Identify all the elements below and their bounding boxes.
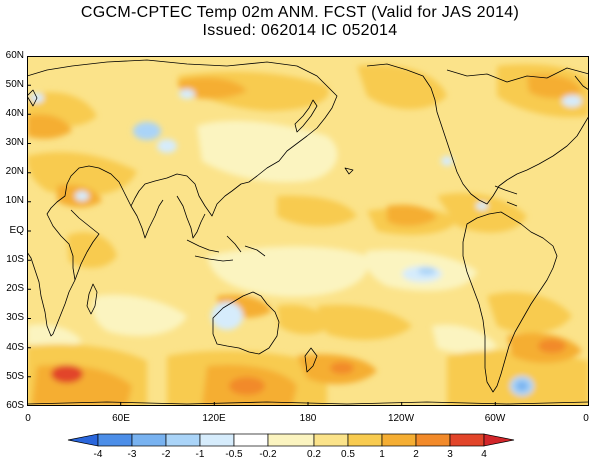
coastline-australia (212, 291, 280, 355)
colorbar (67, 433, 515, 447)
coastline-uk (27, 89, 38, 107)
lon-label-120w: 120W (387, 413, 415, 424)
anomaly-map (27, 56, 589, 406)
lon-label-60w: 60W (484, 413, 506, 424)
colorbar-swatch-2 (97, 433, 133, 447)
coastline-eurasia-africa (27, 59, 338, 337)
lat-label-60s: 60S (6, 400, 24, 411)
colorbar-label: 0.5 (341, 449, 355, 460)
lat-label-40n: 40N (5, 108, 24, 119)
colorbar-label: 3 (447, 449, 453, 460)
colorbar-swatch-3 (131, 433, 167, 447)
colorbar-swatch-8 (313, 433, 349, 447)
colorbar-label: 1 (379, 449, 385, 460)
coastline-north-america-north (446, 67, 589, 83)
lat-label-20s: 20S (6, 283, 24, 294)
lat-label-30s: 30S (6, 312, 24, 323)
coastline-japan (294, 99, 318, 133)
coastline-indochina (176, 195, 206, 239)
colorbar-label: 4 (481, 449, 487, 460)
colorbar-label: 0.2 (307, 449, 321, 460)
lon-label-180: 180 (299, 413, 317, 424)
coastline-india (130, 199, 164, 239)
colorbar-label: -0.2 (259, 449, 277, 460)
coastline-caribbean (494, 185, 518, 207)
colorbar-label: -1 (195, 449, 205, 460)
lon-label-120e: 120E (202, 413, 226, 424)
coastline-indonesia (186, 235, 266, 262)
lat-label-20n: 20N (5, 166, 24, 177)
lat-label-40s: 40S (6, 342, 24, 353)
colorbar-swatch-4 (165, 433, 201, 447)
colorbar-label: -2 (161, 449, 171, 460)
colorbar-label: -4 (93, 449, 103, 460)
coastline-hawaii (344, 167, 354, 175)
tick-marks (27, 84, 496, 406)
title-line-1: CGCM-CPTEC Temp 02m ANM. FCST (Valid for… (80, 4, 520, 21)
colorbar-swatch-11 (415, 433, 451, 447)
lon-label-60e: 60E (112, 413, 130, 424)
coastlines (27, 59, 589, 405)
coastline-madagascar (86, 283, 98, 315)
lat-label-50n: 50N (5, 79, 24, 90)
colorbar-swatch-1 (67, 433, 99, 447)
colorbar-swatch-12 (449, 433, 485, 447)
lat-label-50s: 50S (6, 371, 24, 382)
colorbar-swatch-5 (199, 433, 235, 447)
colorbar-swatch-13 (483, 433, 515, 447)
lat-label-60n: 60N (5, 50, 24, 61)
title-line-2: Issued: 062014 IC 052014 (202, 22, 398, 39)
coastline-africa-east (27, 209, 100, 281)
coastline-new-zealand (304, 347, 318, 373)
colorbar-swatch-6 (233, 433, 269, 447)
lon-label-0-end: 0 (583, 413, 589, 424)
lat-label-eq: EQ (9, 225, 24, 236)
colorbar-swatch-9 (347, 433, 383, 447)
colorbar-label: -0.5 (225, 449, 243, 460)
lat-label-30n: 30N (5, 137, 24, 148)
coastline-greenland (574, 75, 589, 91)
colorbar-swatch-10 (381, 433, 417, 447)
anomaly-fields (27, 64, 589, 406)
lon-label-0: 0 (25, 413, 31, 424)
coastline-north-america (366, 63, 589, 205)
colorbar-label: 2 (413, 449, 419, 460)
colorbar-label: -3 (127, 449, 137, 460)
coastline-south-america (462, 211, 558, 393)
lat-label-10s: 10S (6, 254, 24, 265)
lat-label-10n: 10N (5, 195, 24, 206)
colorbar-swatch-7 (267, 433, 315, 447)
